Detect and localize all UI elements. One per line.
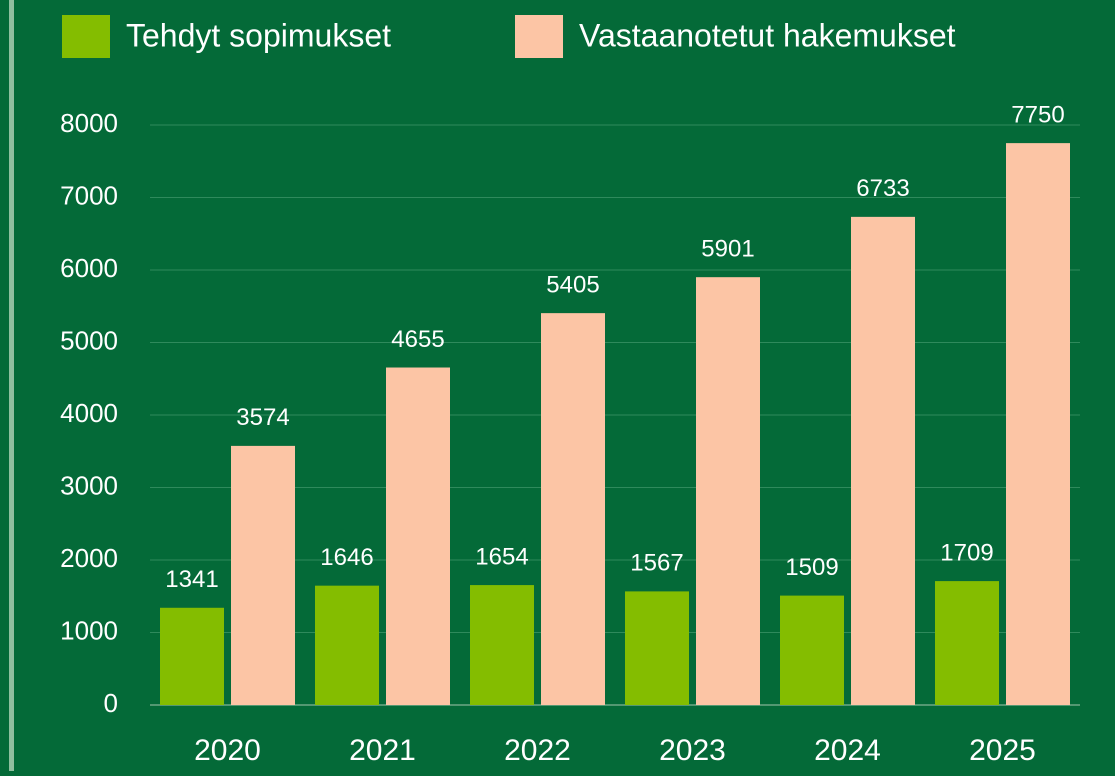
y-tick-label: 3000 <box>60 470 118 500</box>
y-tick-label: 2000 <box>60 543 118 573</box>
x-tick-label: 2020 <box>194 734 261 767</box>
data-label: 1509 <box>785 554 838 581</box>
left-border <box>9 0 14 771</box>
data-label: 3574 <box>236 404 289 431</box>
y-tick-label: 1000 <box>60 615 118 645</box>
y-tick-label: 7000 <box>60 180 118 210</box>
legend-label: Tehdyt sopimukset <box>126 17 391 53</box>
y-tick-label: 0 <box>104 688 118 718</box>
y-tick-label: 8000 <box>60 108 118 138</box>
data-label: 7750 <box>1011 101 1064 128</box>
data-label: 1654 <box>475 543 528 570</box>
y-tick-label: 5000 <box>60 325 118 355</box>
bar <box>386 367 450 705</box>
data-label: 5901 <box>701 236 754 263</box>
bar <box>625 591 689 705</box>
data-label: 1567 <box>630 550 683 577</box>
y-tick-label: 4000 <box>60 398 118 428</box>
bar <box>315 585 379 705</box>
bar <box>1006 143 1070 705</box>
x-tick-label: 2022 <box>504 734 571 767</box>
bar <box>696 277 760 705</box>
bar <box>851 216 915 706</box>
data-label: 6733 <box>856 175 909 202</box>
data-label: 1646 <box>320 544 373 571</box>
x-tick-label: 2023 <box>659 734 726 767</box>
bar <box>780 595 844 705</box>
bar <box>541 313 605 705</box>
legend-swatch <box>515 15 563 58</box>
data-label: 1709 <box>940 539 993 566</box>
bar <box>231 445 295 705</box>
y-tick-label: 6000 <box>60 253 118 283</box>
x-tick-label: 2021 <box>349 734 416 767</box>
data-label: 5405 <box>546 271 599 298</box>
legend-label: Vastaanotetut hakemukset <box>579 17 956 53</box>
data-label: 1341 <box>165 566 218 593</box>
bar <box>935 581 999 705</box>
data-label: 4655 <box>391 326 444 353</box>
legend-swatch <box>62 15 110 58</box>
x-tick-label: 2025 <box>969 734 1036 767</box>
bar <box>470 585 534 705</box>
x-tick-label: 2024 <box>814 734 881 767</box>
bar <box>160 607 224 705</box>
